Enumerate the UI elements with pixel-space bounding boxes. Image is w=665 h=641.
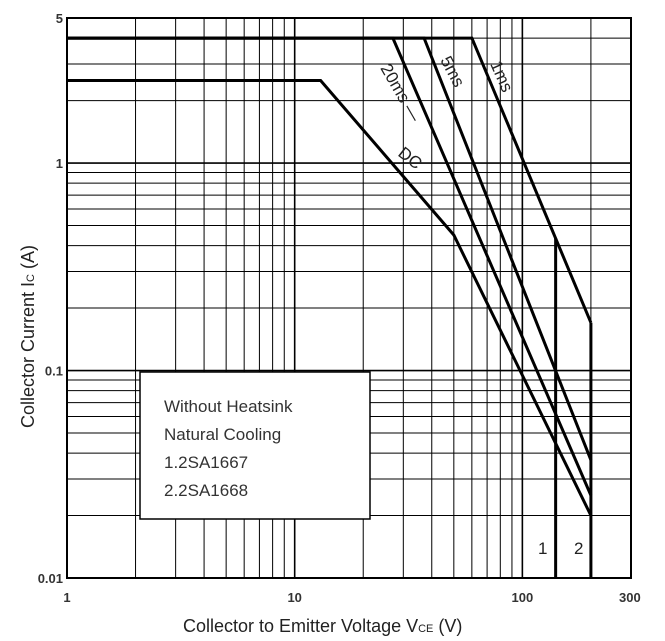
notes-box: Without Heatsink Natural Cooling 1.2SA16… xyxy=(139,371,371,520)
notes-line-3: 1.2SA1667 xyxy=(164,453,248,472)
curve-labels: 1ms 5ms 20ms — DC xyxy=(377,53,517,173)
tick-labels: 1 10 100 300 5 1 0.1 0.01 xyxy=(38,11,641,605)
y-tick-label: 1 xyxy=(56,156,63,171)
x-tick-label: 10 xyxy=(287,590,301,605)
limit-label-1: 1 xyxy=(538,539,547,558)
series-line-dc xyxy=(67,79,593,517)
y-tick-label: 5 xyxy=(56,11,63,26)
notes-box-frame xyxy=(139,371,371,520)
x-tick-label: 1 xyxy=(63,590,70,605)
y-tick-label: 0.01 xyxy=(38,571,63,586)
label-dc: DC xyxy=(395,143,426,173)
x-tick-label: 100 xyxy=(512,590,534,605)
notes-line-2: Natural Cooling xyxy=(164,425,281,444)
notes-line-4: 2.2SA1668 xyxy=(164,481,248,500)
y-axis-title: Collector Current IC (A) xyxy=(18,245,38,428)
series-line-1ms xyxy=(67,36,593,324)
y-tick-label: 0.1 xyxy=(45,364,63,379)
series-group xyxy=(67,36,593,517)
notes-line-1: Without Heatsink xyxy=(164,397,293,416)
limit-label-2: 2 xyxy=(574,539,583,558)
limit-lines-group xyxy=(554,238,593,578)
x-tick-label: 300 xyxy=(619,590,641,605)
x-axis-title: Collector to Emitter Voltage VCE (V) xyxy=(183,616,462,636)
plot-frame xyxy=(66,17,632,579)
